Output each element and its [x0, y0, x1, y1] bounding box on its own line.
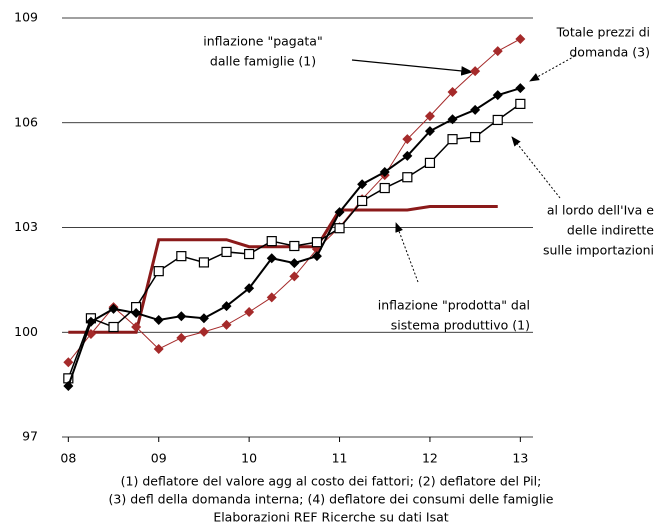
point [515, 33, 526, 44]
point [198, 257, 210, 268]
y-tick-label: 100 [14, 324, 38, 339]
point [402, 172, 413, 183]
arrow [529, 55, 576, 82]
point [424, 126, 435, 137]
point [492, 114, 503, 126]
point [379, 182, 390, 194]
point [402, 134, 413, 145]
point [447, 134, 458, 145]
point [176, 311, 187, 322]
point [289, 271, 300, 282]
series-line [68, 205, 498, 334]
point [108, 303, 119, 314]
series-line [67, 87, 521, 387]
point [176, 251, 187, 262]
annotation: al lordo dell'Iva e [547, 203, 654, 218]
point [244, 248, 255, 260]
point [266, 292, 277, 303]
point [492, 90, 503, 101]
annotation: inflazione "prodotta" dal [378, 298, 530, 313]
point [221, 301, 232, 312]
y-tick-label: 103 [14, 219, 38, 234]
annotation: domanda (3) [569, 45, 650, 60]
point [153, 266, 164, 277]
annotation: sulle importazioni [543, 243, 654, 258]
x-tick-label: 13 [512, 451, 528, 466]
point [470, 131, 481, 143]
footnote: Elaborazioni REF Ricerche su dati Isat [213, 510, 448, 525]
point [470, 66, 481, 77]
point [221, 246, 232, 258]
point [492, 46, 503, 57]
annotation: dalle famiglie (1) [210, 54, 316, 69]
point [447, 87, 458, 98]
point [63, 357, 74, 368]
x-tick-label: 10 [241, 451, 257, 466]
y-tick-label: 109 [14, 10, 38, 25]
y-tick-label: 97 [22, 429, 38, 444]
point [198, 326, 209, 337]
point [289, 258, 300, 269]
point [266, 253, 277, 264]
point [289, 240, 300, 252]
annotation: sistema produttivo (1) [391, 318, 530, 333]
y-tick-label: 106 [14, 114, 38, 129]
point [244, 306, 255, 317]
x-tick-label: 11 [332, 451, 348, 466]
footnote: (3) defl della domanda interna; (4) defl… [109, 492, 554, 507]
annotation: inflazione "pagata" [203, 34, 322, 49]
x-tick-label: 12 [422, 451, 438, 466]
annotation-arrows [351, 55, 576, 283]
point [424, 111, 435, 122]
point [424, 157, 436, 169]
point [447, 114, 458, 125]
point [357, 179, 368, 190]
arrow [351, 59, 474, 76]
footnote: (1) deflatore del valore agg al costo de… [121, 474, 542, 489]
point [63, 381, 74, 392]
point [357, 195, 368, 207]
point [515, 98, 526, 109]
point [153, 344, 164, 355]
point [379, 166, 390, 177]
x-tick-label: 09 [151, 451, 167, 466]
annotation: Totale prezzi di [556, 25, 650, 40]
point [266, 236, 277, 247]
point [176, 332, 187, 343]
point [221, 319, 232, 330]
x-tick-label: 08 [60, 451, 76, 466]
arrow [395, 222, 419, 283]
point [311, 237, 323, 248]
point [244, 283, 255, 294]
point [131, 322, 142, 333]
point [334, 223, 345, 234]
arrow [511, 136, 561, 199]
point [470, 104, 481, 115]
annotation: delle indirette [567, 223, 654, 238]
point [515, 83, 526, 94]
point [311, 251, 322, 262]
point [334, 207, 345, 218]
point [198, 313, 209, 324]
point [153, 315, 164, 326]
point [131, 308, 142, 319]
point [85, 316, 96, 327]
point [108, 321, 119, 333]
point [402, 150, 413, 161]
